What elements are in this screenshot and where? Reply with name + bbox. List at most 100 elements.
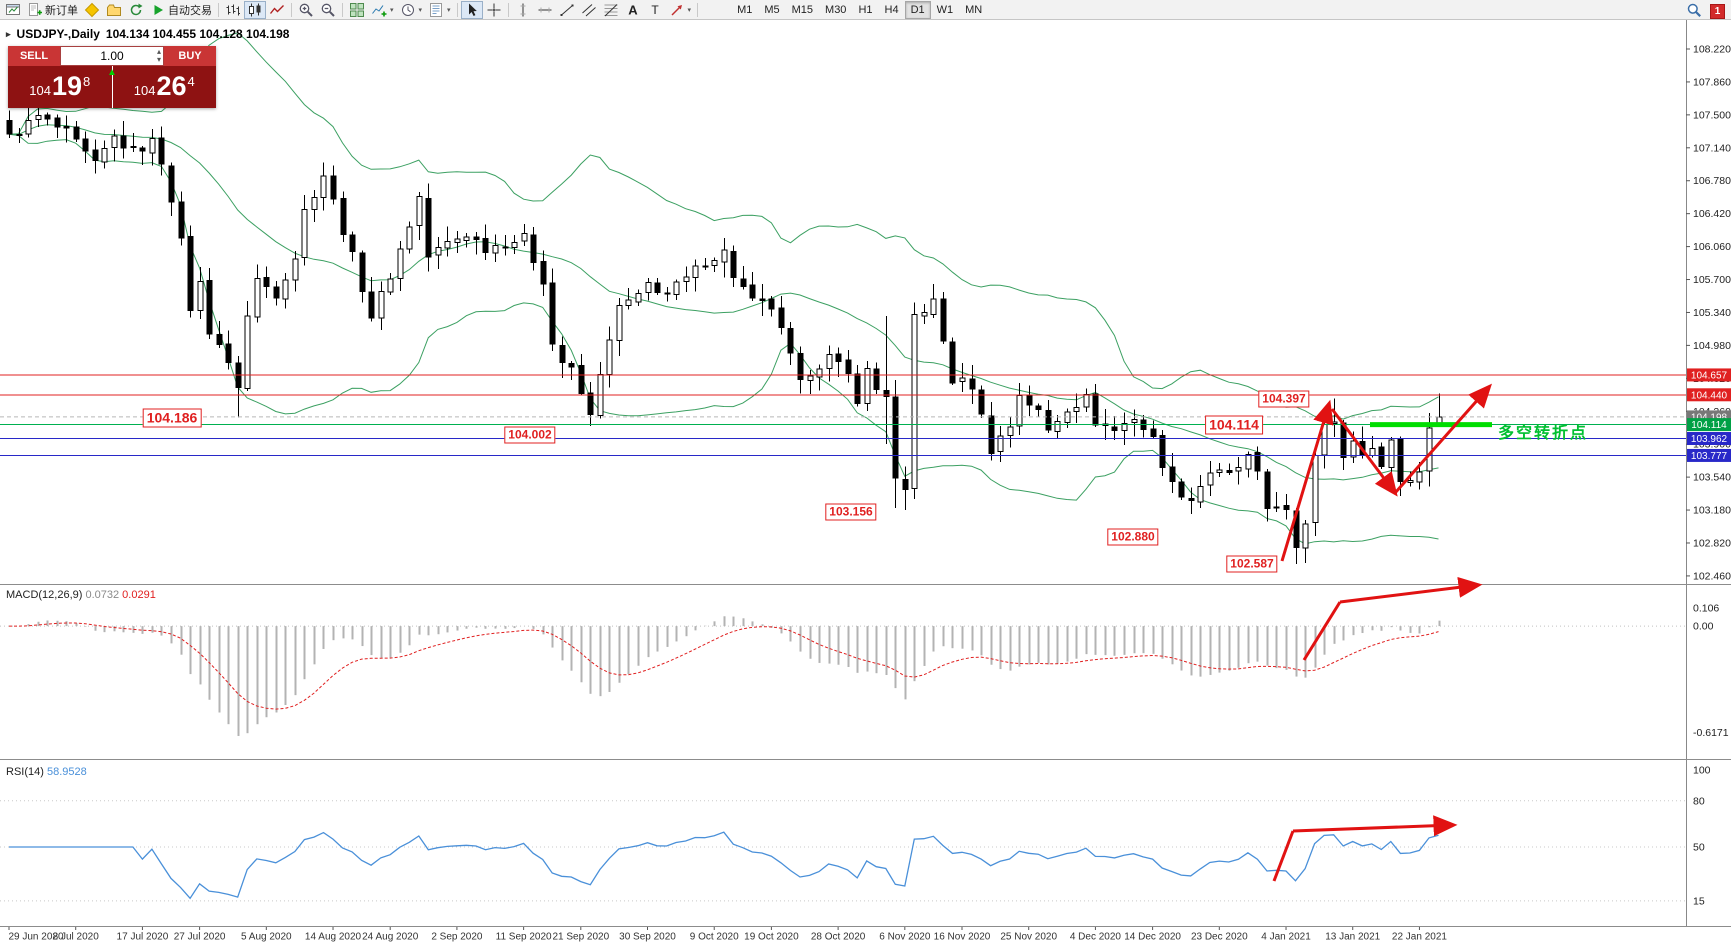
templates-button[interactable]: ▾ [425,1,454,19]
tf-d1-button[interactable]: D1 [904,0,931,19]
toolbar-separator [456,2,458,17]
price-callout-103.156[interactable]: 103.156 [825,503,877,521]
indicators-button[interactable]: ▾ [368,1,397,19]
windows-badge[interactable]: 1 [1710,4,1725,19]
trend-arrow-macd[interactable] [1302,601,1342,661]
rsi-line [9,831,1439,900]
tf-m1-button[interactable]: M1 [731,1,758,19]
rsi-axis-50: 50 [1693,842,1705,854]
tile-windows-button[interactable] [346,1,368,19]
text-button[interactable]: A [622,1,644,19]
tf-m30-button[interactable]: M30 [819,1,852,19]
zoom-in-button[interactable] [295,1,317,19]
mql-icon [84,2,100,18]
sell-button[interactable]: SELL [8,46,60,66]
tf-h4-button[interactable]: H4 [879,1,905,19]
fibonacci-button[interactable] [600,1,622,19]
tf-m15-button[interactable]: M15 [786,1,819,19]
buy-price[interactable]: 104 26 4 [112,66,216,108]
price-callout-102.880[interactable]: 102.880 [1107,528,1159,546]
toolbar-separator [507,2,509,17]
line-chart-button[interactable] [266,1,288,19]
tf-m5-button[interactable]: M5 [758,1,785,19]
arrows-button[interactable]: ▾ [666,1,695,19]
mql-editor-button[interactable] [81,1,103,19]
cursor-button[interactable] [460,0,483,19]
trend-arrow-main[interactable] [1280,399,1334,562]
symbol-title: USDJPY-,Daily [16,27,100,41]
periods-button[interactable]: ▾ [397,1,426,19]
trend-arrow-macd[interactable] [1339,576,1483,604]
tick-up-icon: ▲ [107,67,117,78]
profiles-button[interactable] [103,1,125,19]
zoom-out-button[interactable] [317,1,339,19]
trend-arrow-main[interactable] [1393,383,1492,494]
price-tag-label: 104.198 [1691,412,1728,423]
date-label: 17 Jul 2020 [117,932,169,943]
search-button[interactable] [1686,2,1702,21]
trendline-button[interactable] [556,1,578,19]
date-label: 5 Aug 2020 [241,932,292,943]
price-tag-103.777 [1687,448,1731,462]
chart-note-text[interactable]: 多空转折点 [1498,425,1589,442]
tf-w1-button[interactable]: W1 [931,1,960,19]
price-callout-104.186[interactable]: 104.186 [142,408,202,428]
refresh-button[interactable] [125,1,147,19]
sell-price-sup: 8 [83,74,91,89]
chart-window-button[interactable] [2,1,24,19]
tf-mn-button-label: MN [965,3,983,16]
sell-price-head: 104 [29,83,51,98]
macd-pane: MACD(12,26,9) 0.0732 0.0291 0.106 0.00 -0.6… [0,589,1729,739]
tf-h1-button[interactable]: H1 [852,1,878,19]
trend-arrow-main[interactable] [1330,408,1398,497]
date-label: 30 Sep 2020 [619,932,676,943]
macd-axis-min: -0.6171 [1693,727,1729,739]
crosshair-icon [486,2,502,18]
trend-arrow-rsi[interactable] [1272,830,1295,882]
trade-panel-header: SELL 1.00 ▴ ▾ BUY [8,46,216,66]
auto-trading-button[interactable]: 自动交易 [147,1,215,19]
rsi-pane: RSI(14) 58.9528 100 80 50 15 [0,765,1711,907]
macd-label: MACD(12,26,9) 0.0732 0.0291 [6,589,156,601]
zoom-out-icon [320,2,336,18]
bar-chart-button[interactable] [222,1,244,19]
caret-down-icon: ▾ [447,6,451,14]
date-label: 21 Sep 2020 [552,932,609,943]
price-callout-102.587[interactable]: 102.587 [1226,555,1278,573]
ohlc-values: 104.134 104.455 104.128 104.198 [105,27,290,41]
lot-size-field[interactable]: 1.00 ▴ ▾ [60,46,164,66]
autotrade-icon [150,2,166,18]
bars-icon [225,2,241,18]
crosshair-button[interactable] [483,1,505,19]
price-tick-label: 105.700 [1693,274,1731,286]
label-button[interactable]: T [644,1,666,19]
buy-button[interactable]: BUY [164,46,216,66]
price-callout-104.002[interactable]: 104.002 [504,426,556,444]
price-axis[interactable]: 108.220 107.860 107.500 107.140 106.780 106.4… [1686,44,1731,583]
lot-increase-button[interactable]: ▴ [156,47,161,56]
objects-group: A T ▾ [512,0,695,19]
new-order-button[interactable]: 新订单 [24,1,81,19]
sell-price[interactable]: 104 19 8 [8,66,112,108]
price-tick-label: 102.820 [1693,537,1731,549]
trend-arrow-rsi[interactable] [1292,815,1458,837]
date-label: 22 Jan 2021 [1392,932,1447,943]
macd-signal-line [8,622,1439,710]
date-label: 14 Aug 2020 [305,932,362,943]
buy-price-sup: 4 [187,74,195,89]
channel-button[interactable] [578,1,600,19]
candlestick-chart-button[interactable] [244,0,266,19]
trendline-icon [559,2,575,18]
horizontal-line-button[interactable] [534,1,556,19]
tf-mn-button[interactable]: MN [959,1,988,19]
lot-decrease-button[interactable]: ▾ [156,55,161,64]
vertical-line-button[interactable] [512,1,534,19]
date-label: 19 Oct 2020 [744,932,799,943]
price-callout-104.397[interactable]: 104.397 [1258,390,1310,408]
price-callout-104.114[interactable]: 104.114 [1205,415,1263,435]
trade-panel-prices: 104 19 8 ▲ 104 26 4 [8,66,216,108]
svg-text:T: T [651,3,659,17]
toolbar-separator [291,2,292,17]
